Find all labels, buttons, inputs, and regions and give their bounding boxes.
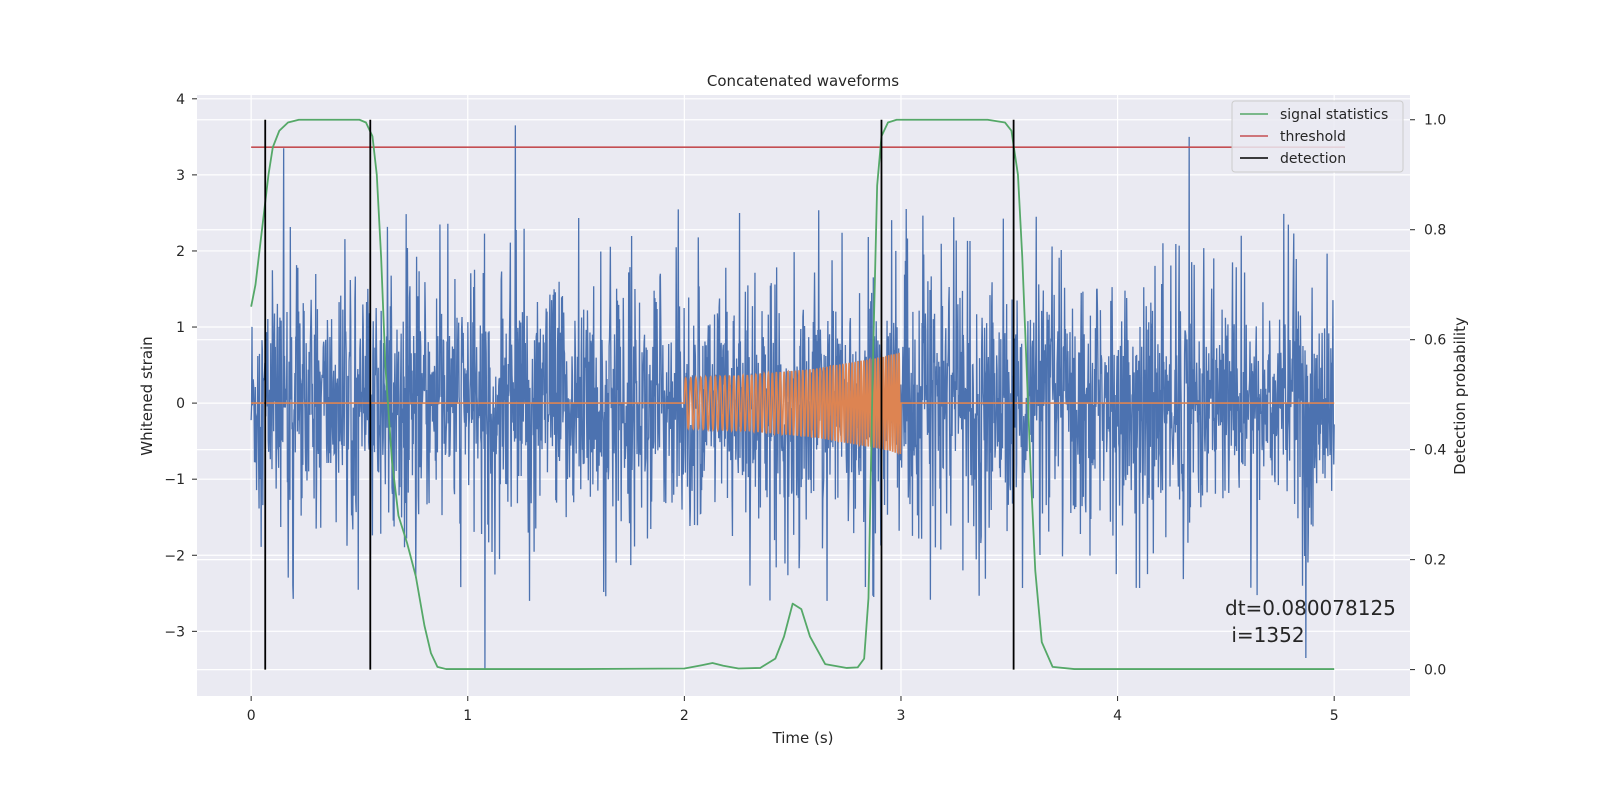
y-tick-label-4: 1 xyxy=(176,320,185,336)
legend-box xyxy=(1231,100,1404,173)
signal-statistics-line xyxy=(250,118,1335,670)
x-tick-label-0: 0 xyxy=(247,708,256,724)
y-tick-label-1: −2 xyxy=(164,548,185,564)
legend-label-detection: detection xyxy=(1280,151,1346,167)
y2-tick-label-2: 0.4 xyxy=(1424,443,1446,459)
annotation-index: i=1352 xyxy=(1225,623,1305,647)
annotation-dt: dt=0.080078125 xyxy=(1225,596,1396,620)
y2-tick-label-5: 1.0 xyxy=(1424,113,1446,129)
y-axis-label: Whitened strain xyxy=(138,336,156,455)
x-tick-label-2: 2 xyxy=(680,708,689,724)
y-tick-label-5: 2 xyxy=(176,244,185,260)
x-tick-label-3: 3 xyxy=(897,708,906,724)
injected-signal-trace xyxy=(251,352,1335,456)
detection-series xyxy=(264,119,1015,670)
y-tick-label-0: −3 xyxy=(164,624,185,640)
axis-ticks: 0 1 2 3 4 5 −3 −2 −1 0 1 2 3 4 0.0 0.2 0.4 0.6 0.8 1.0 xyxy=(164,92,1446,724)
x-tick-label-5: 5 xyxy=(1330,708,1339,724)
injected-signal-series xyxy=(251,352,1335,456)
y2-axis-label: Detection probability xyxy=(1451,317,1469,475)
y2-tick-label-0: 0.0 xyxy=(1424,663,1446,679)
y-tick-label-7: 4 xyxy=(176,92,185,108)
legend-label-signal-statistics: signal statistics xyxy=(1280,107,1388,123)
y-tick-label-6: 3 xyxy=(176,168,185,184)
x-tick-label-4: 4 xyxy=(1113,708,1122,724)
y2-tick-label-4: 0.8 xyxy=(1424,223,1446,239)
y2-tick-label-3: 0.6 xyxy=(1424,333,1446,349)
legend-label-threshold: threshold xyxy=(1280,129,1346,145)
x-tick-label-1: 1 xyxy=(463,708,472,724)
y2-tick-label-1: 0.2 xyxy=(1424,553,1446,569)
chart-title: Concatenated waveforms xyxy=(707,72,899,90)
legend: signal statistics threshold detection xyxy=(1231,100,1404,173)
y-tick-label-3: 0 xyxy=(176,396,185,412)
x-axis-label: Time (s) xyxy=(772,729,834,747)
y-tick-label-2: −1 xyxy=(164,472,185,488)
signal-statistics-series xyxy=(250,118,1335,670)
